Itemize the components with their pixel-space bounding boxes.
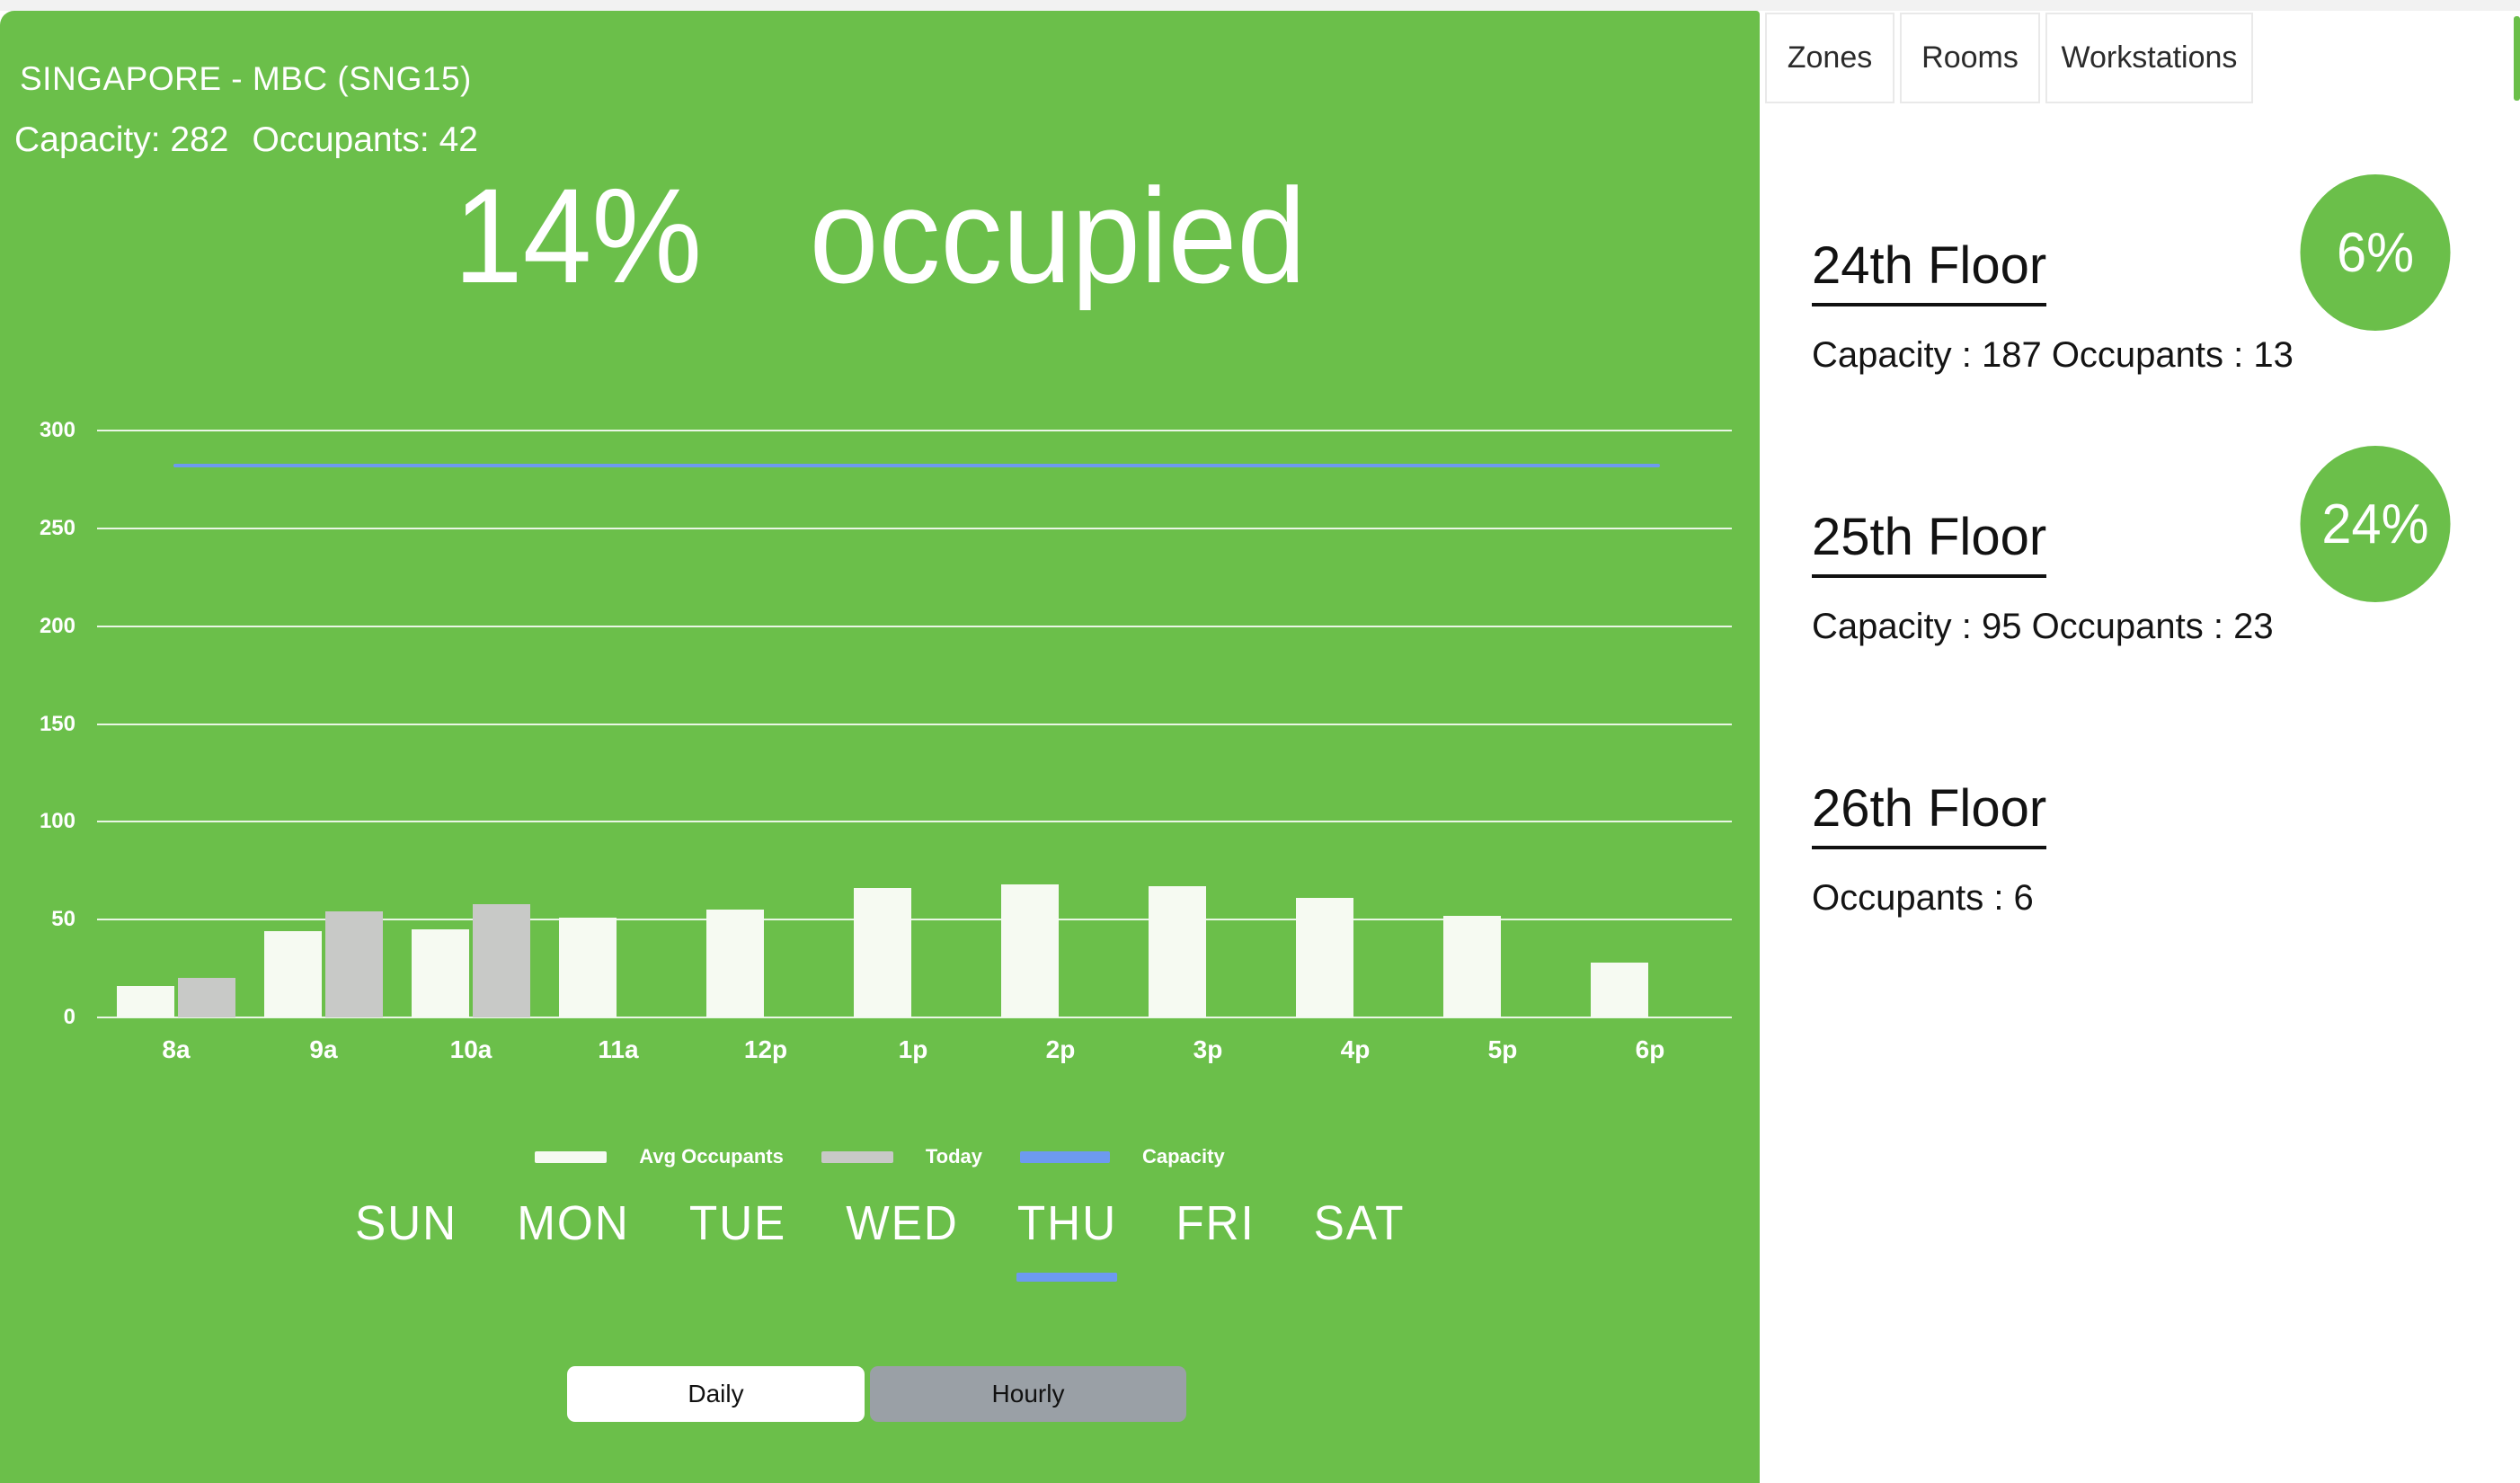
y-tick-label-200: 200 <box>39 613 75 638</box>
day-wed[interactable]: WED <box>845 1196 959 1250</box>
bar-avg-11a <box>559 918 617 1017</box>
floor-item-25th-floor: 25th Floor Capacity : 95 Occupants : 23 24… <box>1760 417 2520 688</box>
day-selector: SUN MON TUE WED THU FRI SAT <box>0 1195 1760 1282</box>
tab-zones[interactable]: Zones <box>1765 13 1894 103</box>
day-tue[interactable]: TUE <box>688 1196 786 1250</box>
floor-name-link[interactable]: 24th Floor <box>1812 235 2047 306</box>
day-thu[interactable]: THU <box>1016 1195 1119 1282</box>
y-tick-label-50: 50 <box>51 907 75 932</box>
bar-avg-10a <box>412 929 469 1017</box>
bar-avg-12p <box>706 910 764 1017</box>
tab-bar: Zones Rooms Workstations <box>1765 13 2253 103</box>
building-title: SINGAPORE - MBC (SNG15) <box>20 59 472 97</box>
x-tick-label-9a: 9a <box>309 1035 338 1063</box>
view-toggle: Daily Hourly <box>567 1366 1186 1422</box>
floor-name-link[interactable]: 25th Floor <box>1812 507 2047 578</box>
floor-details: Capacity : 187 Occupants : 13 <box>1812 335 2294 375</box>
day-fri[interactable]: FRI <box>1176 1196 1256 1250</box>
x-tick-label-5p: 5p <box>1487 1035 1518 1063</box>
floor-details: Occupants : 6 <box>1812 878 2034 918</box>
building-occupants-value: Occupants: 42 <box>252 120 478 159</box>
occupied-percent: 14% <box>453 160 703 311</box>
x-tick-label-4p: 4p <box>1340 1035 1371 1063</box>
y-tick-label-0: 0 <box>63 1005 75 1029</box>
y-tick-label-250: 250 <box>39 515 75 540</box>
x-tick-label-2p: 2p <box>1045 1035 1076 1063</box>
tab-rooms[interactable]: Rooms <box>1900 13 2040 103</box>
bar-today-9a <box>325 911 383 1017</box>
x-tick-label-12p: 12p <box>743 1035 788 1063</box>
x-tick-label-6p: 6p <box>1635 1035 1665 1063</box>
floor-item-24th-floor: 24th Floor Capacity : 187 Occupants : 13 6… <box>1760 146 2520 417</box>
day-sun[interactable]: SUN <box>354 1196 457 1250</box>
occupied-percentage-display: 14% occupied <box>70 164 1689 307</box>
gridline-200 <box>97 625 1732 627</box>
gridline-0 <box>97 1017 1732 1018</box>
gridline-250 <box>97 527 1732 529</box>
legend-swatch-avg-occupants <box>535 1150 608 1163</box>
occupancy-bar-chart: 0 50 100 150 200 250 300 8a 9a 10a 11a 12p 1p 2p 3p 4p 5… <box>40 418 1732 1063</box>
floor-item-26th-floor: 26th Floor Occupants : 6 <box>1760 688 2520 960</box>
floor-occupancy-badge: 6% <box>2300 174 2451 331</box>
capacity-line <box>173 464 1660 468</box>
bar-avg-2p <box>1001 884 1059 1017</box>
bar-today-10a <box>473 903 530 1017</box>
y-tick-label-150: 150 <box>39 711 75 736</box>
building-capacity-value: Capacity: 282 <box>14 120 229 159</box>
chart-legend: Avg Occupants Today Capacity <box>0 1145 1760 1168</box>
x-tick-label-11a: 11a <box>598 1035 639 1063</box>
gridline-150 <box>97 723 1732 725</box>
y-tick-label-100: 100 <box>39 809 75 834</box>
legend-item-today: Today <box>821 1145 982 1168</box>
legend-label: Today <box>925 1145 982 1168</box>
legend-swatch-capacity <box>1020 1150 1110 1163</box>
bar-avg-4p <box>1296 898 1353 1017</box>
floor-name-link[interactable]: 26th Floor <box>1812 778 2047 849</box>
bar-today-8a <box>178 978 235 1017</box>
building-capacity-summary: Capacity: 282 Occupants: 42 <box>14 120 501 160</box>
x-tick-label-10a: 10a <box>449 1035 492 1063</box>
legend-item-capacity: Capacity <box>1020 1145 1225 1168</box>
day-mon[interactable]: MON <box>516 1196 630 1250</box>
tab-workstations[interactable]: Workstations <box>2045 13 2253 103</box>
building-card: SINGAPORE - MBC (SNG15) Capacity: 282 Occ… <box>0 11 1760 1483</box>
adjacent-card-edge-sliver <box>2514 16 2520 101</box>
bar-avg-1p <box>854 888 911 1017</box>
occupied-word: occupied <box>809 160 1307 311</box>
gridline-100 <box>97 821 1732 823</box>
top-strip <box>0 0 2520 11</box>
bar-avg-5p <box>1443 915 1501 1017</box>
floor-occupancy-badge: 24% <box>2300 446 2451 602</box>
bar-avg-6p <box>1591 963 1648 1017</box>
gridline-300 <box>97 430 1732 431</box>
x-tick-label-1p: 1p <box>898 1035 928 1063</box>
daily-button[interactable]: Daily <box>567 1366 865 1422</box>
hourly-button[interactable]: Hourly <box>870 1366 1186 1422</box>
legend-label: Avg Occupants <box>639 1145 784 1168</box>
bar-avg-8a <box>117 986 174 1017</box>
day-sat[interactable]: SAT <box>1314 1196 1406 1250</box>
bar-avg-3p <box>1149 886 1206 1017</box>
floor-details: Capacity : 95 Occupants : 23 <box>1812 607 2274 646</box>
bar-avg-9a <box>264 931 322 1017</box>
legend-item-avg-occupants: Avg Occupants <box>535 1145 784 1168</box>
x-tick-label-3p: 3p <box>1193 1035 1223 1063</box>
side-panel: Zones Rooms Workstations 24th Floor Capacit… <box>1760 11 2520 1483</box>
legend-swatch-today <box>821 1150 893 1163</box>
x-tick-label-8a: 8a <box>162 1035 191 1063</box>
y-tick-label-300: 300 <box>39 418 75 442</box>
gridline-50 <box>97 919 1732 921</box>
legend-label: Capacity <box>1142 1145 1225 1168</box>
